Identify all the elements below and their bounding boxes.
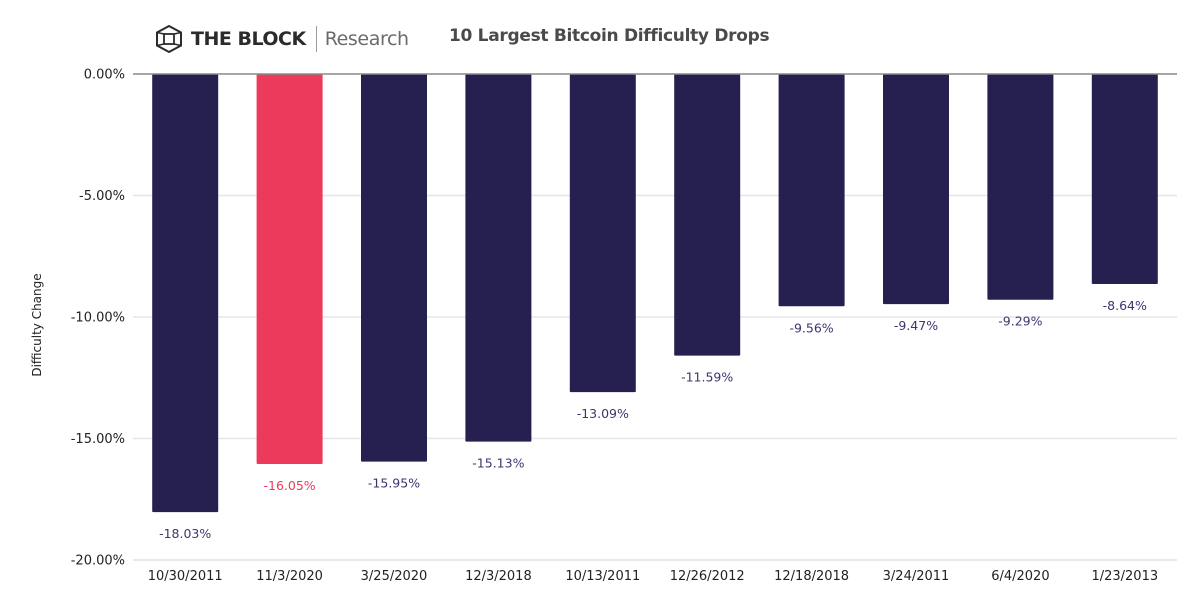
brand-subtitle: Research [324,28,409,50]
cube-icon [156,24,182,54]
data-label: -13.09% [577,406,629,421]
x-tick-label: 11/3/2020 [256,569,323,584]
brand-header: THE BLOCK Research [155,22,409,56]
x-tick-label: 3/25/2020 [361,569,428,584]
x-tick-label: 10/13/2011 [565,569,640,584]
bar [1091,74,1158,284]
data-labels: -18.03% -16.05% -15.95% -15.13% -13.09% -11.5… [159,298,1147,541]
brand-divider [315,26,317,52]
bar [778,74,845,307]
x-axis-ticks: 10/30/2011 11/3/2020 3/25/2020 12/3/2018 10/… [148,569,1158,584]
data-label: -15.95% [368,476,420,491]
x-tick-label: 12/3/2018 [465,569,532,584]
data-label: -15.13% [472,456,524,471]
data-label: -8.64% [1103,298,1147,313]
y-axis-ticks: 0.00% -5.00% -10.00% -15.00% -20.00% [71,68,125,569]
bar [883,74,949,305]
data-label: -9.29% [998,314,1042,329]
bar [465,74,532,442]
x-tick-label: 3/24/2011 [883,569,950,584]
y-tick-label: -10.00% [71,311,125,326]
data-label: -9.56% [789,320,833,335]
x-tick-label: 12/26/2012 [670,569,745,584]
bar [987,74,1054,300]
data-label: -9.47% [894,318,938,333]
brand-name: THE BLOCK [191,28,306,50]
y-tick-label: -20.00% [71,554,125,569]
bar [569,74,636,393]
x-tick-label: 6/4/2020 [991,569,1049,584]
y-tick-label: -5.00% [79,189,125,204]
x-tick-label: 12/18/2018 [774,569,849,584]
bar [674,74,741,356]
bars [152,74,1158,513]
data-label: -18.03% [159,526,211,541]
x-tick-label: 1/23/2013 [1091,569,1158,584]
y-axis-label: Difficulty Change [30,273,44,376]
data-label: -16.05% [264,478,316,493]
y-tick-label: -15.00% [71,432,125,447]
y-tick-label: 0.00% [84,68,125,83]
data-label: -11.59% [681,370,733,385]
bar [361,74,427,462]
chart-title: 10 Largest Bitcoin Difficulty Drops [449,26,770,46]
bar [256,74,323,465]
bar [152,74,219,513]
x-tick-label: 10/30/2011 [148,569,223,584]
